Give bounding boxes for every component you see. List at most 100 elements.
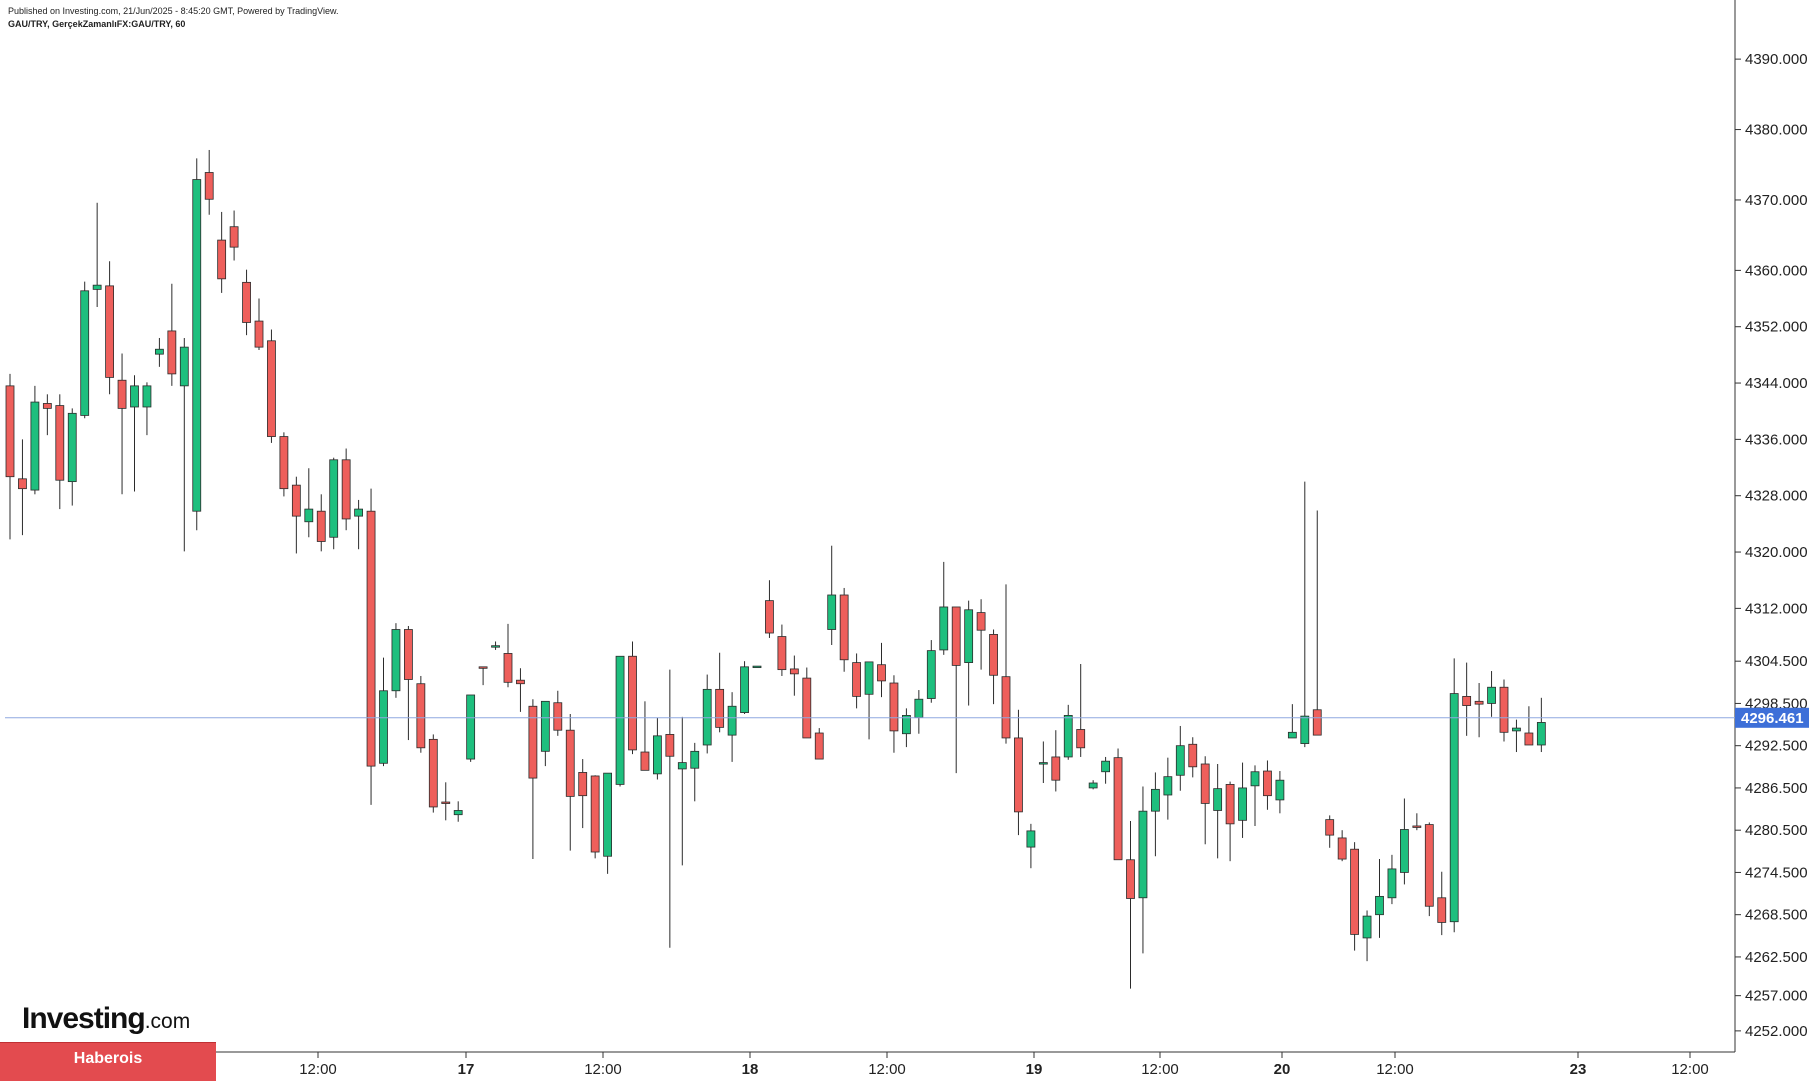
x-tick-label: 12:00 <box>584 1061 622 1078</box>
candle-body <box>827 594 837 630</box>
candle <box>491 641 500 650</box>
last-price-marker: 4296.461 <box>5 707 1809 728</box>
candle <box>690 742 700 802</box>
candle-body <box>1200 763 1210 804</box>
y-tick-label: 4312.000 <box>1745 600 1808 617</box>
candle-body <box>852 662 861 697</box>
candle <box>615 655 625 787</box>
candle-body <box>765 600 774 634</box>
candle <box>1163 757 1173 820</box>
candle <box>1250 765 1260 826</box>
candle <box>204 149 214 215</box>
candle-body <box>902 715 911 735</box>
candle <box>914 690 924 734</box>
candle-body <box>553 702 563 731</box>
investing-logo: Investing.com <box>22 1002 190 1036</box>
logo-suffix: .com <box>144 1010 191 1033</box>
y-tick-label: 4344.000 <box>1745 375 1808 392</box>
candle <box>715 652 725 733</box>
candle <box>5 373 15 540</box>
candle <box>1014 709 1023 836</box>
candle-body <box>1138 810 1148 899</box>
candle <box>291 476 301 554</box>
candle <box>1536 697 1546 753</box>
candle <box>640 701 650 771</box>
candle <box>628 641 637 755</box>
candle <box>1449 658 1459 933</box>
candle-body <box>1250 771 1260 787</box>
candle-body <box>989 634 998 676</box>
y-tick-label: 4304.500 <box>1745 653 1808 670</box>
candle-body <box>1175 745 1185 776</box>
candle <box>416 675 426 753</box>
candle <box>964 600 974 706</box>
candle-body <box>926 650 936 699</box>
candle-body <box>491 645 500 648</box>
candle <box>142 382 152 436</box>
candle-body <box>1536 722 1546 746</box>
candle-body <box>316 510 326 542</box>
candle <box>1051 730 1061 792</box>
candle-body <box>5 385 15 478</box>
candle-body <box>578 772 588 797</box>
candle-body <box>1400 829 1409 873</box>
candle-body <box>1188 743 1198 768</box>
candle-body <box>366 510 376 767</box>
y-tick-label: 4268.500 <box>1745 907 1808 924</box>
candle <box>18 439 27 536</box>
candle-body <box>453 810 463 816</box>
candle <box>902 708 911 748</box>
candle-body <box>154 348 164 355</box>
y-tick-label: 4280.500 <box>1745 822 1808 839</box>
candle-body <box>179 346 189 387</box>
candle-body <box>839 594 849 661</box>
candle <box>428 734 438 813</box>
candle-body <box>628 655 637 751</box>
candle-body <box>1449 693 1459 923</box>
candle-body <box>1362 915 1372 939</box>
candle <box>989 629 998 705</box>
candle-body <box>30 401 40 491</box>
candle-body <box>752 665 762 669</box>
candle-body <box>1026 830 1036 848</box>
candle <box>1512 719 1521 753</box>
x-tick-label: 12:00 <box>1141 1061 1179 1078</box>
candle <box>1387 854 1397 905</box>
y-tick-label: 4274.500 <box>1745 864 1808 881</box>
candle <box>777 624 787 676</box>
candle-body <box>777 636 787 671</box>
candle <box>341 448 351 531</box>
candle <box>752 665 762 669</box>
candle-body <box>391 629 401 692</box>
candle <box>279 432 289 497</box>
candle <box>366 488 376 805</box>
candle-body <box>715 688 725 728</box>
x-tick-label: 12:00 <box>1376 1061 1414 1078</box>
candle <box>1474 683 1484 738</box>
candle <box>478 666 488 686</box>
candle-body <box>441 801 451 804</box>
candle-body <box>192 179 202 512</box>
candle <box>1138 786 1148 954</box>
candle <box>603 772 612 874</box>
candle <box>727 692 737 762</box>
candle <box>590 775 600 859</box>
candle <box>1337 830 1347 862</box>
candle-body <box>964 609 974 663</box>
candle-body <box>1375 895 1384 916</box>
candle <box>92 202 102 307</box>
candle <box>951 606 961 774</box>
candle <box>939 561 949 655</box>
candle <box>1175 725 1185 791</box>
y-tick-label: 4370.000 <box>1745 192 1808 209</box>
candle-body <box>814 732 824 760</box>
candle-body <box>1300 715 1310 744</box>
y-tick-label: 4352.000 <box>1745 319 1808 336</box>
published-note: Published on Investing.com, 21/Jun/2025 … <box>8 6 339 16</box>
candle-body <box>528 705 538 779</box>
candle-body <box>1063 715 1073 758</box>
candle <box>391 623 401 698</box>
candle-body <box>466 694 476 760</box>
candle <box>1076 664 1086 757</box>
